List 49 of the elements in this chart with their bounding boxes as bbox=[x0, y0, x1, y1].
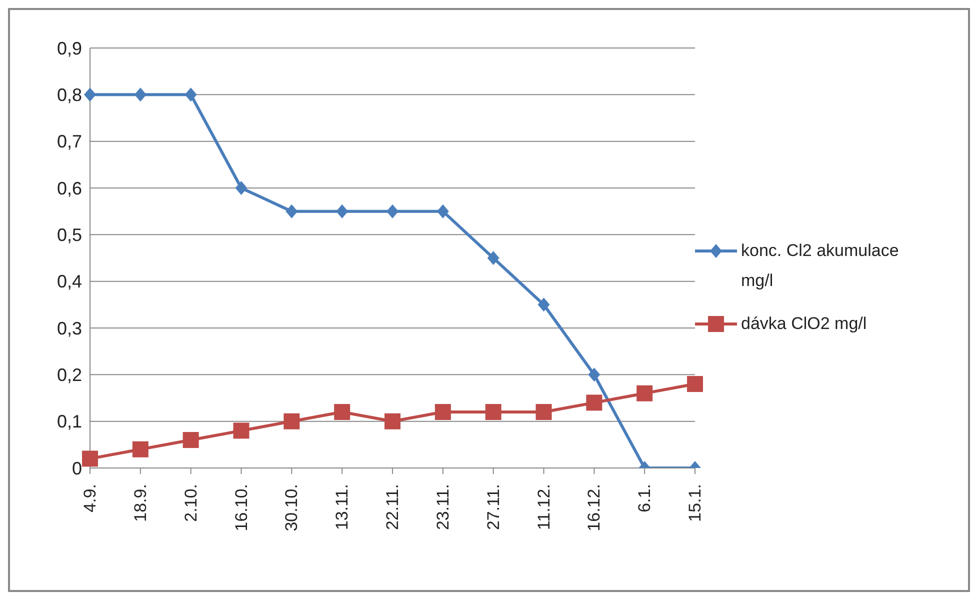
point bbox=[132, 441, 148, 458]
y-tick-label: 0,5 bbox=[56, 225, 82, 246]
point bbox=[82, 450, 98, 467]
y-tick-label: 0,3 bbox=[56, 318, 82, 338]
point bbox=[134, 88, 146, 102]
x-tick-label: 16.12. bbox=[584, 484, 604, 532]
x-tick-label: 11.12. bbox=[534, 484, 554, 530]
point bbox=[536, 404, 552, 420]
legend-label: dávka ClO2 mg/l bbox=[741, 313, 868, 335]
x-tick-label: 18.9. bbox=[130, 484, 150, 522]
point bbox=[386, 204, 398, 218]
point bbox=[334, 404, 350, 420]
point bbox=[586, 394, 602, 411]
point bbox=[487, 251, 500, 265]
point bbox=[84, 88, 96, 102]
point bbox=[384, 413, 400, 430]
point bbox=[336, 204, 348, 218]
y-tick-label: 0 bbox=[72, 458, 82, 478]
y-tick-label: 0,8 bbox=[56, 85, 82, 106]
point bbox=[588, 368, 600, 382]
point bbox=[235, 181, 248, 195]
x-tick-label: 4.9. bbox=[80, 484, 100, 512]
point bbox=[485, 404, 502, 420]
x-tick-label: 15.1. bbox=[686, 484, 704, 522]
point bbox=[182, 432, 199, 448]
y-tick-label: 0,1 bbox=[56, 412, 82, 432]
y-tick-label: 0,7 bbox=[56, 132, 82, 152]
y-tick-label: 0,4 bbox=[56, 272, 82, 292]
x-tick-label: 27.11. bbox=[484, 484, 503, 530]
x-tick-label: 6.1. bbox=[635, 484, 654, 512]
point bbox=[286, 204, 298, 218]
point bbox=[233, 422, 250, 439]
x-tick-label: 16.10. bbox=[232, 484, 251, 532]
point bbox=[538, 298, 550, 312]
x-tick-label: 30.10. bbox=[282, 484, 302, 532]
point bbox=[436, 204, 449, 218]
x-tick-label: 23.11. bbox=[433, 484, 452, 530]
x-tick-label: 2.10. bbox=[181, 484, 200, 522]
y-tick-label: 0,6 bbox=[56, 178, 82, 198]
point bbox=[284, 413, 300, 430]
x-tick-label: 22.11. bbox=[383, 484, 402, 530]
point bbox=[687, 376, 703, 392]
x-tick-label: 13.11. bbox=[332, 484, 352, 530]
point bbox=[434, 404, 451, 420]
legend-label: konc. Cl2 akumulace mg/l bbox=[741, 240, 900, 292]
point bbox=[636, 385, 653, 402]
point bbox=[184, 88, 197, 102]
y-tick-label: 0,9 bbox=[56, 38, 82, 58]
y-tick-label: 0,2 bbox=[56, 365, 82, 386]
